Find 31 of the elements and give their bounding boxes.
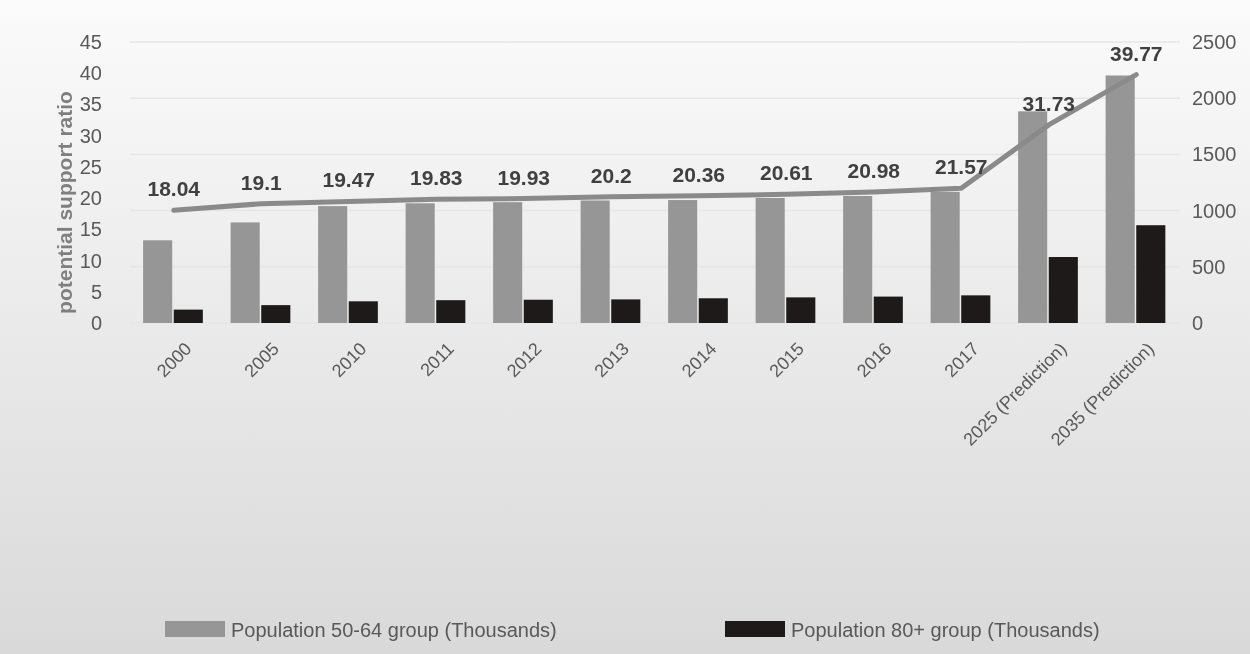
data-label: 19.93 [497,165,551,189]
y2-tick-label: 0 [1192,312,1204,334]
y-tick-label: 0 [90,312,102,334]
y2-tick-label: 2000 [1192,87,1237,110]
y-tick-label: 40 [79,62,102,85]
data-label: 18.04 [147,177,201,201]
y-tick-label: 5 [90,280,102,303]
y2-tick-label: 2500 [1192,31,1237,53]
y-tick-label: 25 [79,155,102,178]
data-label: 31.73 [1022,91,1076,115]
y-tick-label: 20 [79,187,102,210]
y-tick-label: 45 [79,31,102,53]
y2-tick-label: 1000 [1192,199,1237,222]
y-axis-title: potential support ratio [53,91,76,314]
y2-tick-label: 500 [1192,255,1226,278]
y-tick-label: 30 [79,124,102,147]
data-label: 19.1 [240,170,283,194]
y-tick-label: 15 [79,218,102,241]
y2-tick-label: 1500 [1192,143,1237,166]
legend-label: Population 80+ group (Thousands) [791,619,1100,641]
data-label: 39.77 [1109,41,1163,65]
data-label: 20.61 [759,161,813,185]
legend-label: Population 50-64 group (Thousands) [231,619,557,641]
data-label: 20.98 [847,158,901,182]
data-label: 21.57 [934,155,988,179]
data-label: 20.2 [590,163,632,187]
data-label: 20.36 [672,162,726,186]
data-label: 19.47 [322,168,376,192]
y-tick-label: 35 [79,93,102,116]
data-label: 19.83 [409,166,463,190]
y-tick-label: 10 [79,249,102,272]
